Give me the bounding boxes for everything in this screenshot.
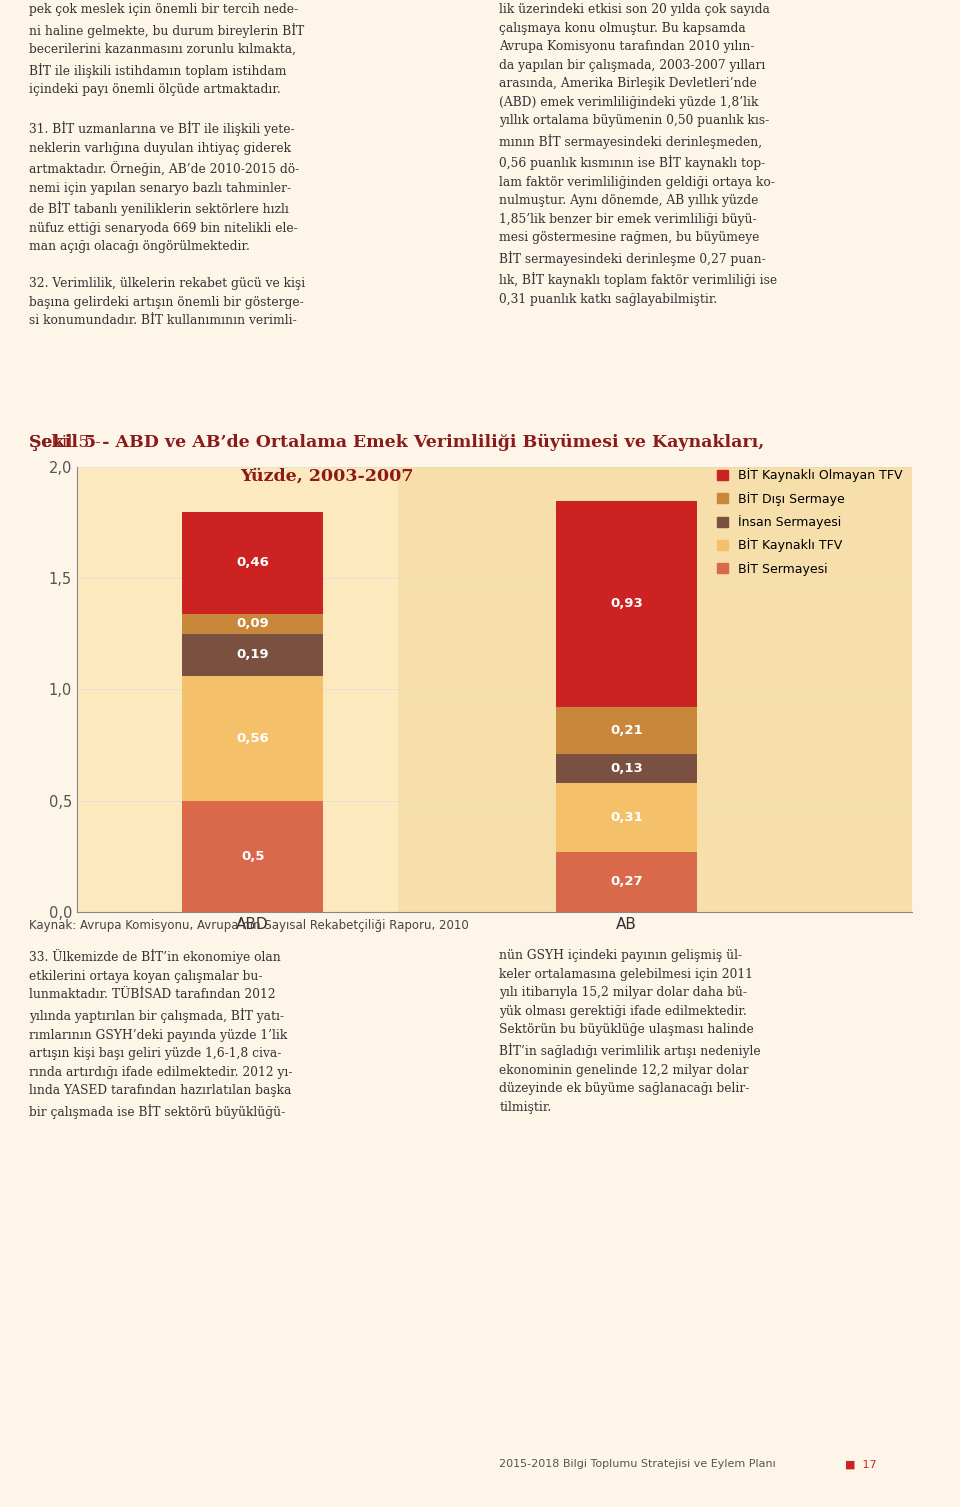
Text: 0,21: 0,21 (610, 723, 642, 737)
Bar (182, 613, 323, 634)
Text: 0,5: 0,5 (241, 850, 264, 862)
Text: 0,93: 0,93 (610, 597, 642, 610)
Text: Yüzde, 2003-2007: Yüzde, 2003-2007 (240, 467, 414, 484)
Text: 0,19: 0,19 (236, 648, 269, 662)
Bar (182, 634, 323, 677)
Text: ■  17: ■ 17 (845, 1459, 876, 1469)
Bar (182, 800, 323, 912)
Text: 0,31: 0,31 (610, 811, 642, 824)
Text: Kaynak: Avrupa Komisyonu, Avrupa’nın Sayısal Rekabetçiliği Raporu, 2010: Kaynak: Avrupa Komisyonu, Avrupa’nın Say… (29, 919, 468, 933)
Text: 0,56: 0,56 (236, 732, 269, 744)
Text: 0,27: 0,27 (610, 876, 642, 888)
Bar (556, 754, 697, 782)
Text: 33. Ülkemizde de BİT’in ekonomiye olan
etkilerini ortaya koyan çalışmalar bu-
lu: 33. Ülkemizde de BİT’in ekonomiye olan e… (29, 949, 292, 1118)
Bar (556, 500, 697, 707)
Text: 2015-2018 Bilgi Toplumu Stratejisi ve Eylem Planı: 2015-2018 Bilgi Toplumu Stratejisi ve Ey… (499, 1459, 776, 1469)
Text: lik üzerindeki etkisi son 20 yılda çok sayıda
çalışmaya konu olmuştur. Bu kapsam: lik üzerindeki etkisi son 20 yılda çok s… (499, 3, 778, 306)
Text: 0,46: 0,46 (236, 556, 269, 570)
Text: nün GSYH içindeki payının gelişmiş ül-
keler ortalamasına gelebilmesi için 2011
: nün GSYH içindeki payının gelişmiş ül- k… (499, 949, 761, 1114)
Legend: BİT Kaynaklı Olmayan TFV, BİT Dışı Sermaye, İnsan Sermayesi, BİT Kaynaklı TFV, B: BİT Kaynaklı Olmayan TFV, BİT Dışı Serma… (713, 464, 905, 579)
Polygon shape (397, 467, 960, 912)
Text: 0,09: 0,09 (236, 618, 269, 630)
Text: Şekil 5 -: Şekil 5 - (29, 434, 106, 451)
Bar (182, 677, 323, 800)
Text: Şekil 5 - ABD ve AB’de Ortalama Emek Verimliliği Büyümesi ve Kaynakları,: Şekil 5 - ABD ve AB’de Ortalama Emek Ver… (29, 434, 764, 451)
Text: 0,13: 0,13 (610, 763, 642, 775)
Text: pek çok meslek için önemli bir tercih nede-
ni haline gelmekte, bu durum bireyle: pek çok meslek için önemli bir tercih ne… (29, 3, 305, 327)
Bar (556, 851, 697, 912)
Bar (556, 782, 697, 851)
Bar (182, 512, 323, 613)
Bar (556, 707, 697, 754)
